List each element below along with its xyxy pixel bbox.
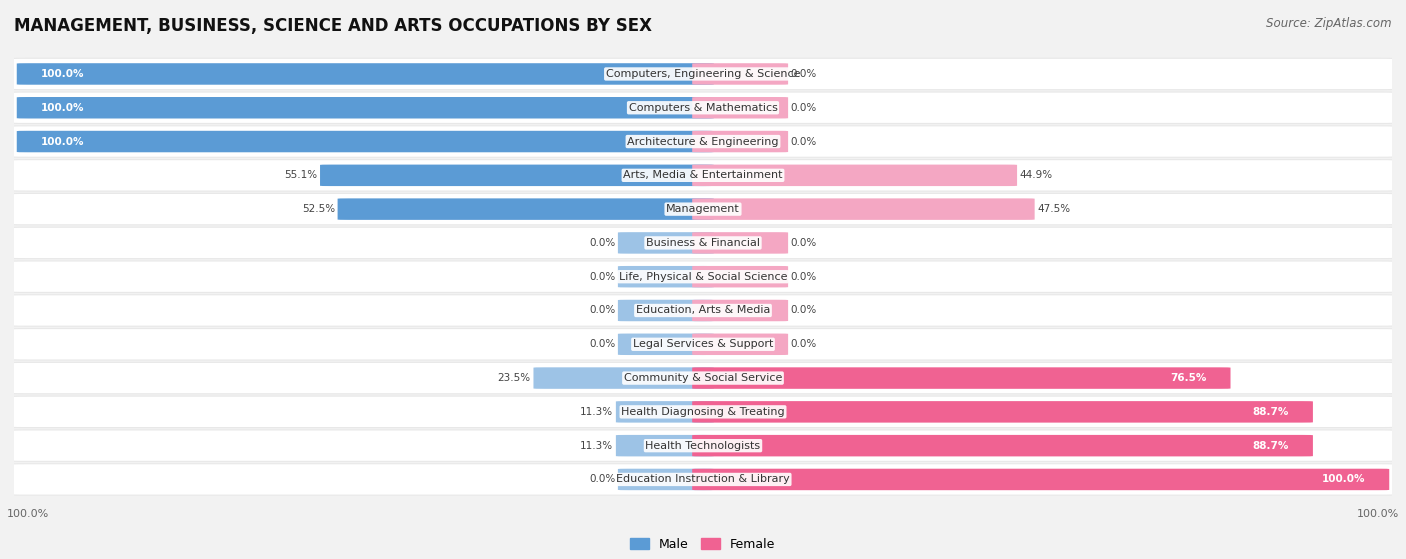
- Text: Life, Physical & Social Science: Life, Physical & Social Science: [619, 272, 787, 282]
- FancyBboxPatch shape: [617, 334, 714, 355]
- Text: 0.0%: 0.0%: [790, 272, 817, 282]
- FancyBboxPatch shape: [7, 126, 1399, 157]
- Text: 100.0%: 100.0%: [41, 103, 84, 113]
- Text: 0.0%: 0.0%: [790, 238, 817, 248]
- FancyBboxPatch shape: [692, 131, 789, 152]
- Text: 88.7%: 88.7%: [1253, 407, 1289, 417]
- FancyBboxPatch shape: [692, 334, 789, 355]
- Text: 88.7%: 88.7%: [1253, 440, 1289, 451]
- FancyBboxPatch shape: [7, 464, 1399, 495]
- FancyBboxPatch shape: [7, 261, 1399, 292]
- Text: 0.0%: 0.0%: [790, 136, 817, 146]
- Text: Computers, Engineering & Science: Computers, Engineering & Science: [606, 69, 800, 79]
- FancyBboxPatch shape: [7, 295, 1399, 326]
- FancyBboxPatch shape: [692, 435, 1313, 456]
- Text: 0.0%: 0.0%: [589, 272, 616, 282]
- FancyBboxPatch shape: [7, 193, 1399, 225]
- Text: 11.3%: 11.3%: [581, 407, 613, 417]
- FancyBboxPatch shape: [7, 227, 1399, 259]
- Text: 0.0%: 0.0%: [589, 475, 616, 485]
- FancyBboxPatch shape: [17, 97, 714, 119]
- Text: 11.3%: 11.3%: [581, 440, 613, 451]
- FancyBboxPatch shape: [617, 266, 714, 287]
- FancyBboxPatch shape: [692, 300, 789, 321]
- Text: 100.0%: 100.0%: [1322, 475, 1365, 485]
- FancyBboxPatch shape: [7, 92, 1399, 124]
- Text: Health Diagnosing & Treating: Health Diagnosing & Treating: [621, 407, 785, 417]
- FancyBboxPatch shape: [617, 300, 714, 321]
- FancyBboxPatch shape: [7, 160, 1399, 191]
- FancyBboxPatch shape: [7, 362, 1399, 394]
- FancyBboxPatch shape: [616, 401, 714, 423]
- FancyBboxPatch shape: [692, 468, 1389, 490]
- Text: Business & Financial: Business & Financial: [645, 238, 761, 248]
- FancyBboxPatch shape: [337, 198, 714, 220]
- Text: Education, Arts & Media: Education, Arts & Media: [636, 306, 770, 315]
- FancyBboxPatch shape: [321, 164, 714, 186]
- Text: Architecture & Engineering: Architecture & Engineering: [627, 136, 779, 146]
- FancyBboxPatch shape: [617, 232, 714, 254]
- FancyBboxPatch shape: [7, 329, 1399, 360]
- FancyBboxPatch shape: [692, 266, 789, 287]
- FancyBboxPatch shape: [692, 232, 789, 254]
- FancyBboxPatch shape: [617, 468, 714, 490]
- Text: 0.0%: 0.0%: [589, 238, 616, 248]
- FancyBboxPatch shape: [7, 58, 1399, 89]
- Text: 47.5%: 47.5%: [1038, 204, 1070, 214]
- FancyBboxPatch shape: [692, 164, 1017, 186]
- Text: Source: ZipAtlas.com: Source: ZipAtlas.com: [1267, 17, 1392, 30]
- Text: Management: Management: [666, 204, 740, 214]
- FancyBboxPatch shape: [692, 97, 789, 119]
- FancyBboxPatch shape: [692, 401, 1313, 423]
- Text: Computers & Mathematics: Computers & Mathematics: [628, 103, 778, 113]
- Text: 23.5%: 23.5%: [498, 373, 531, 383]
- Text: Community & Social Service: Community & Social Service: [624, 373, 782, 383]
- FancyBboxPatch shape: [7, 396, 1399, 428]
- FancyBboxPatch shape: [692, 198, 1035, 220]
- Text: 0.0%: 0.0%: [589, 339, 616, 349]
- Text: 0.0%: 0.0%: [790, 339, 817, 349]
- Text: 100.0%: 100.0%: [41, 69, 84, 79]
- FancyBboxPatch shape: [17, 131, 714, 152]
- Text: 44.9%: 44.9%: [1019, 170, 1053, 181]
- Text: 76.5%: 76.5%: [1170, 373, 1206, 383]
- FancyBboxPatch shape: [7, 430, 1399, 461]
- Text: 0.0%: 0.0%: [589, 306, 616, 315]
- Text: Arts, Media & Entertainment: Arts, Media & Entertainment: [623, 170, 783, 181]
- Text: 0.0%: 0.0%: [790, 69, 817, 79]
- Text: 55.1%: 55.1%: [284, 170, 318, 181]
- Text: 0.0%: 0.0%: [790, 103, 817, 113]
- Text: 100.0%: 100.0%: [41, 136, 84, 146]
- FancyBboxPatch shape: [692, 63, 789, 85]
- Text: MANAGEMENT, BUSINESS, SCIENCE AND ARTS OCCUPATIONS BY SEX: MANAGEMENT, BUSINESS, SCIENCE AND ARTS O…: [14, 17, 652, 35]
- FancyBboxPatch shape: [17, 63, 714, 85]
- Legend: Male, Female: Male, Female: [626, 533, 780, 556]
- FancyBboxPatch shape: [692, 367, 1230, 389]
- FancyBboxPatch shape: [533, 367, 714, 389]
- Text: Health Technologists: Health Technologists: [645, 440, 761, 451]
- Text: 52.5%: 52.5%: [302, 204, 335, 214]
- Text: Education Instruction & Library: Education Instruction & Library: [616, 475, 790, 485]
- Text: 0.0%: 0.0%: [790, 306, 817, 315]
- FancyBboxPatch shape: [616, 435, 714, 456]
- Text: Legal Services & Support: Legal Services & Support: [633, 339, 773, 349]
